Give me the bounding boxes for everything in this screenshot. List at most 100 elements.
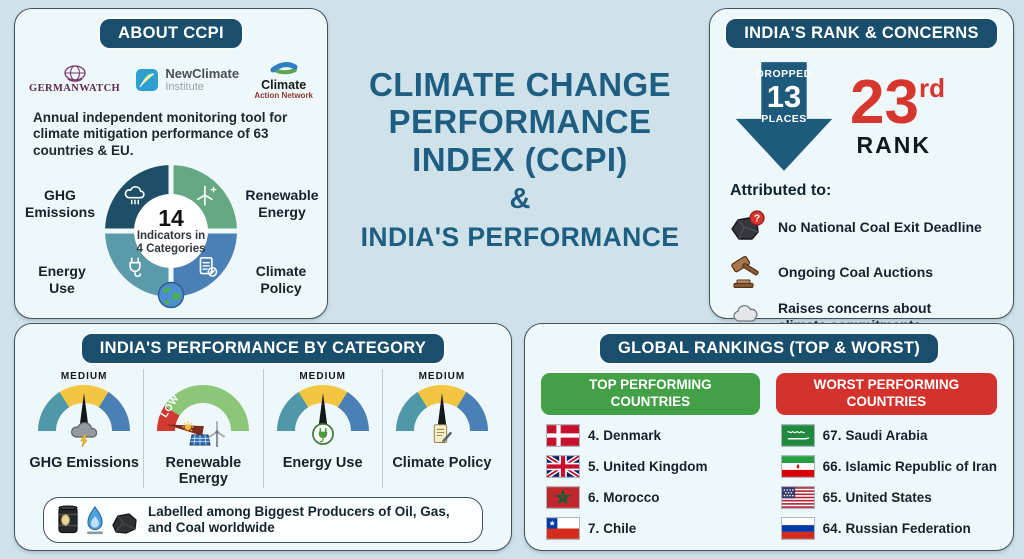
flag-saudi-arabia-icon [781, 424, 814, 446]
badge-line: WORST PERFORMING [813, 377, 960, 392]
top-performing-badge: TOP PERFORMING COUNTRIES [541, 373, 760, 415]
indicator-donut: GHG Emissions Renewable Energy Energy Us… [15, 163, 327, 325]
gauge-level: MEDIUM [418, 371, 466, 382]
country-rank: 65. [822, 489, 842, 505]
country-name: Saudi Arabia [845, 427, 928, 443]
swirl-icon [270, 62, 298, 75]
germanwatch-logo: GERMANWATCH [29, 65, 120, 95]
country-name: Islamic Republic of Iran [845, 458, 997, 474]
attributed-heading: Attributed to: [730, 182, 832, 199]
country-name: Russian Federation [845, 520, 971, 536]
gauge-ghg-emissions: MEDIUM GHG Emissions [25, 369, 143, 488]
rank-label: RANK [856, 132, 931, 159]
title-line-5: INDIA'S PERFORMANCE [360, 221, 680, 252]
gauge-needle [436, 393, 447, 431]
country-row: 7. Chile [547, 517, 760, 540]
flag-chile-icon [547, 517, 579, 539]
main-title: CLIMATE CHANGE PERFORMANCE INDEX (CCPI) … [336, 66, 704, 253]
flag-russia-icon [781, 517, 814, 539]
rank-number: 23 [850, 67, 919, 137]
indicator-count: 14 [158, 205, 184, 232]
country-rank: 64. [822, 520, 842, 536]
title-ampersand: & [509, 182, 531, 215]
country-row: 65. United States [781, 486, 997, 509]
title-line-3: INDEX (CCPI) [412, 140, 628, 178]
global-rankings-panel: GLOBAL RANKINGS (TOP & WORST) TOP PERFOR… [524, 323, 1014, 551]
indicator-caption: Indicators in [136, 230, 206, 243]
flag-united-states-icon [781, 486, 814, 508]
germanwatch-label: GERMANWATCH [29, 83, 121, 95]
country-name: Morocco [603, 489, 660, 505]
gas-flame-icon [87, 505, 103, 535]
gauge-level: MEDIUM [299, 371, 346, 382]
country-name: United Kingdom [603, 458, 708, 474]
storm-cloud-icon [71, 421, 98, 448]
flag-denmark-icon [547, 424, 579, 446]
country-name: Chile [603, 520, 637, 536]
gauge-label: GHG Emissions [29, 455, 139, 471]
badge-line: TOP PERFORMING [589, 377, 712, 392]
indicator-caption: 4 Categories [136, 242, 206, 255]
donut-label-climate-policy: Climate Policy [255, 263, 307, 296]
country-name: United States [845, 489, 932, 505]
flag-iran-icon [781, 455, 814, 477]
gauge-level-spacer [144, 371, 262, 384]
concern-item: ? No National Coal Exit Deadline [710, 209, 1013, 245]
country-row: 6. Morocco [547, 486, 760, 509]
global-rankings-header: GLOBAL RANKINGS (TOP & WORST) [597, 332, 941, 365]
gauge-level: MEDIUM [60, 371, 108, 382]
note-prefix: Labelled among [148, 503, 255, 519]
title-line-2: PERFORMANCE [388, 103, 652, 141]
coal-icon [112, 513, 137, 534]
earth-icon [157, 282, 185, 309]
svg-text:?: ? [754, 214, 760, 225]
plug-icon [129, 257, 142, 278]
dropped-word: DROPPED [756, 68, 812, 80]
donut-label-renewable-energy: Renewable Energy [245, 187, 319, 220]
about-description: Annual independent monitoring tool for c… [33, 110, 288, 158]
rank-concerns-header: INDIA'S RANK & CONCERNS [724, 17, 999, 50]
cloud-rain-icon [124, 186, 145, 205]
title-line-1: CLIMATE CHANGE [369, 66, 671, 103]
down-arrow-icon [735, 62, 833, 171]
gauge-energy-use: MEDIUM Energy Use [262, 369, 382, 488]
country-name: Denmark [603, 427, 662, 443]
badge-line: COUNTRIES [846, 393, 927, 409]
country-rank: 4. [588, 427, 600, 443]
rank-summary: DROPPED 13 PLACES 23 rd RANK [710, 54, 1013, 178]
can-sublabel: Action Network [254, 90, 313, 100]
partner-logos: GERMANWATCH NewClimate Institute Cl [15, 54, 327, 104]
gauge-needle [317, 393, 328, 431]
country-rank: 5. [588, 458, 600, 474]
concern-text: No National Coal Exit Deadline [778, 218, 982, 235]
country-row: 64. Russian Federation [781, 517, 997, 540]
green-plug-icon [311, 423, 334, 445]
oil-barrel-icon [58, 505, 78, 534]
concern-text: Ongoing Coal Auctions [778, 263, 934, 280]
country-row: 4. Denmark [547, 424, 760, 447]
performance-category-panel: INDIA'S PERFORMANCE BY CATEGORY MEDIUM G… [14, 323, 512, 551]
newclimate-label: NewClimate [165, 66, 240, 81]
gauge-renewable-energy: LOW Renewable Energy [143, 369, 262, 488]
coal-question-icon: ? [731, 210, 765, 240]
policy-doc-icon [433, 424, 452, 444]
gauge-label: Renewable Energy [165, 455, 242, 487]
newclimate-logo: NewClimate Institute [135, 67, 239, 93]
can-label: Climate [261, 78, 307, 93]
wind-turbine-icon [196, 185, 217, 207]
flag-united-kingdom-icon [547, 455, 579, 477]
rank-concerns-panel: INDIA'S RANK & CONCERNS DROPPED 13 PLACE… [709, 8, 1014, 333]
worst-performing-badge: WORST PERFORMING COUNTRIES [775, 373, 997, 415]
dropped-number: 13 [766, 78, 802, 114]
country-row: 67. Saudi Arabia [781, 424, 997, 447]
country-row: 5. United Kingdom [547, 455, 760, 478]
country-row: 66. Islamic Republic of Iran [781, 455, 997, 478]
fuel-icons [56, 505, 138, 535]
country-rank: 7. [588, 520, 600, 536]
badge-line: COUNTRIES [610, 393, 691, 409]
gauge-row: MEDIUM GHG Emissions LOW [15, 369, 511, 488]
leaf-book-icon [136, 69, 159, 91]
gauge-climate-policy: MEDIUM Climate Policy [381, 369, 501, 488]
country-rank: 67. [822, 427, 842, 443]
